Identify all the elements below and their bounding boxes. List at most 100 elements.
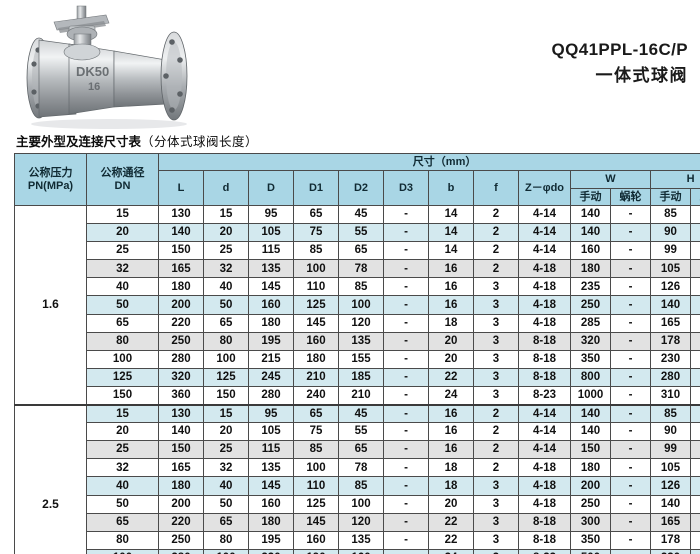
cell-w_worm: -: [610, 277, 651, 297]
cell-w_worm: -: [610, 349, 651, 369]
cell-h_manual: 85: [650, 204, 691, 225]
cell-D2: 135: [338, 530, 384, 550]
cell-f: 3: [473, 494, 519, 514]
cell-h_worm: -: [689, 476, 700, 496]
cell-pn-1.6: 1.6: [14, 204, 87, 406]
cell-w_manual: 140: [570, 223, 611, 243]
cell-dn: 25: [86, 241, 159, 261]
cell-z: 4-18: [518, 476, 571, 496]
cell-h_manual: 230: [650, 548, 691, 554]
cell-D3: -: [383, 530, 429, 550]
section-title-sub: （分体式球阀长度）: [141, 135, 259, 149]
cell-L: 200: [158, 494, 204, 514]
cell-f: 3: [473, 512, 519, 532]
cell-L: 200: [158, 295, 204, 315]
cell-D2: 210: [338, 385, 384, 406]
cell-h_worm: -: [689, 331, 700, 351]
cell-f: 2: [473, 458, 519, 478]
cell-d: 32: [203, 458, 249, 478]
spec-table: 公称压力 PN(MPa) 公称通径 DN 尺寸（mm） L d D D1 D2 …: [14, 153, 700, 554]
cell-L: 220: [158, 512, 204, 532]
cell-D: 230: [248, 548, 294, 554]
cell-d: 100: [203, 349, 249, 369]
cell-D2: 55: [338, 422, 384, 442]
cell-w_manual: 800: [570, 367, 611, 387]
cell-h_worm: -: [689, 403, 700, 424]
cell-h_manual: 165: [650, 313, 691, 333]
cell-f: 3: [473, 313, 519, 333]
cell-dn: 65: [86, 512, 159, 532]
cell-dn: 15: [86, 403, 159, 424]
cell-L: 280: [158, 349, 204, 369]
cell-L: 250: [158, 331, 204, 351]
cell-w_worm: -: [610, 259, 651, 279]
cell-D3: -: [383, 223, 429, 243]
header-pn: 公称压力 PN(MPa): [14, 153, 87, 206]
cell-D2: 185: [338, 367, 384, 387]
cell-D1: 210: [293, 367, 339, 387]
cell-b: 18: [428, 313, 474, 333]
cell-w_manual: 250: [570, 494, 611, 514]
header-D2: D2: [338, 170, 384, 206]
cell-D2: 78: [338, 259, 384, 279]
cell-h_manual: 178: [650, 530, 691, 550]
cell-h_worm: -: [689, 204, 700, 225]
cell-z: 4-18: [518, 313, 571, 333]
cell-f: 2: [473, 440, 519, 460]
cell-w_worm: -: [610, 367, 651, 387]
cell-D: 245: [248, 367, 294, 387]
cell-b: 18: [428, 476, 474, 496]
cell-D2: 100: [338, 494, 384, 514]
header-h-manual: 手动: [650, 187, 691, 206]
cell-h_manual: 230: [650, 349, 691, 369]
section-title-main: 主要外型及连接尺寸表: [16, 135, 142, 149]
cell-w_manual: 150: [570, 440, 611, 460]
header-b: b: [428, 170, 474, 206]
cell-dn: 32: [86, 259, 159, 279]
cell-w_manual: 180: [570, 458, 611, 478]
photo-cast-sublabel: 16: [88, 81, 100, 93]
cell-D1: 160: [293, 530, 339, 550]
cell-D: 160: [248, 494, 294, 514]
table-header: 公称压力 PN(MPa) 公称通径 DN 尺寸（mm） L d D D1 D2 …: [14, 153, 700, 206]
cell-h_manual: 310: [650, 385, 691, 406]
cell-b: 16: [428, 440, 474, 460]
cell-D3: -: [383, 512, 429, 532]
header-D: D: [248, 170, 294, 206]
cell-h_manual: 178: [650, 331, 691, 351]
cell-D2: 160: [338, 548, 384, 554]
cell-z: 4-14: [518, 241, 571, 261]
cell-b: 14: [428, 241, 474, 261]
cell-D2: 45: [338, 204, 384, 225]
cell-D2: 135: [338, 331, 384, 351]
cell-D2: 78: [338, 458, 384, 478]
cell-h_worm: -: [689, 422, 700, 442]
cell-d: 25: [203, 440, 249, 460]
cell-w_worm: -: [610, 548, 651, 554]
cell-D1: 145: [293, 512, 339, 532]
header-dimensions-group: 尺寸（mm）: [157, 153, 700, 171]
cell-dn: 20: [86, 223, 159, 243]
cell-dn: 40: [86, 476, 159, 496]
cell-d: 15: [203, 403, 249, 424]
cell-h_worm: -: [689, 277, 700, 297]
cell-w_worm: -: [610, 512, 651, 532]
cell-w_manual: 320: [570, 331, 611, 351]
cell-D: 180: [248, 512, 294, 532]
cell-D3: -: [383, 458, 429, 478]
cell-L: 180: [158, 277, 204, 297]
cell-dn: 25: [86, 440, 159, 460]
cell-f: 3: [473, 476, 519, 496]
cell-h_worm: -: [689, 241, 700, 261]
cell-D: 145: [248, 277, 294, 297]
cell-D: 95: [248, 204, 294, 225]
cell-b: 20: [428, 494, 474, 514]
cell-w_manual: 1000: [570, 385, 611, 406]
cell-d: 50: [203, 494, 249, 514]
cell-h_worm: -: [689, 223, 700, 243]
header-L: L: [158, 170, 204, 206]
